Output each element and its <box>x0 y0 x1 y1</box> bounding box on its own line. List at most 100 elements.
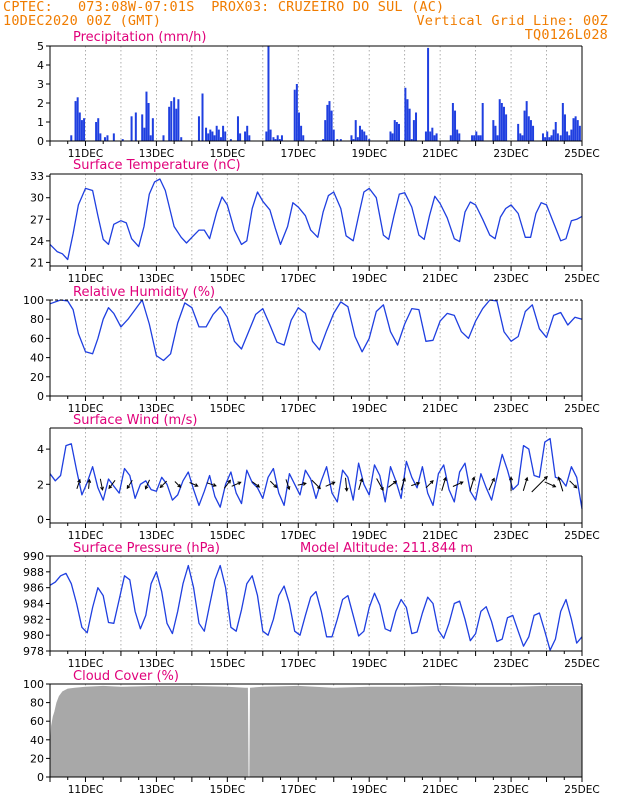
panel-title: Surface Wind (m/s) <box>73 413 197 428</box>
panel-cloud: 0 20 40 60 80 100 11DEC 13DEC 15DEC 17DEC 19DEC 21D… <box>23 669 600 796</box>
x-tick-label: 15DEC <box>210 273 245 285</box>
wind-arrow <box>452 481 464 487</box>
wind-arrow <box>441 477 447 491</box>
precip-bar <box>336 139 339 141</box>
x-tick-label: 15DEC <box>210 148 245 160</box>
y-tick-label: 984 <box>23 598 44 611</box>
x-tick-label: 11DEC <box>68 403 103 415</box>
precip-bar <box>328 101 331 141</box>
x-tick-label: 23DEC <box>493 403 528 415</box>
temp-line <box>49 178 583 261</box>
header-model-id: TQ0126L028 <box>524 27 608 43</box>
precip-bar <box>475 131 478 141</box>
precip-bar <box>300 125 303 141</box>
precip-bar <box>95 122 98 141</box>
precip-bar <box>297 112 300 141</box>
y-tick-label: 24 <box>30 235 44 248</box>
header-grid-note: Vertical Grid Line: 00Z <box>416 13 608 29</box>
wind-arrow <box>311 479 321 489</box>
header-org: CPTEC: <box>3 0 53 15</box>
pres-line <box>49 564 583 651</box>
wind-arrow-head <box>573 484 578 489</box>
y-tick-label: 21 <box>30 256 44 269</box>
precip-bar <box>404 87 407 141</box>
y-tick-label: 990 <box>23 550 44 563</box>
precip-bar <box>479 135 482 141</box>
y-tick-label: 30 <box>30 192 44 205</box>
wind-arrow-head <box>87 478 92 483</box>
y-tick-label: 60 <box>30 715 44 728</box>
wind-arrow <box>174 481 181 488</box>
x-tick-label: 21DEC <box>422 530 457 542</box>
precip-bar <box>112 133 115 141</box>
precip-bar <box>532 125 535 141</box>
x-tick-label: 23DEC <box>493 658 528 670</box>
precip-bar <box>427 47 430 141</box>
wind-arrow-head <box>359 477 364 483</box>
x-tick-label: 25DEC <box>564 784 599 796</box>
precip-bar <box>410 139 413 141</box>
precip-bar <box>358 125 361 141</box>
wind-arrow-head <box>471 476 476 481</box>
wind-arrow <box>344 477 348 491</box>
panel-annotation: Model Altitude: 211.844 m <box>300 541 473 556</box>
precip-bar <box>141 114 144 141</box>
header-date: 10DEC2020 00Z (GMT) <box>3 13 162 29</box>
x-tick-label: 17DEC <box>281 273 316 285</box>
precip-bar <box>431 127 434 141</box>
y-tick-label: 20 <box>30 752 44 765</box>
precip-bar <box>552 129 555 141</box>
panel-title: Precipitation (mm/h) <box>73 30 206 45</box>
wind-arrow-head <box>491 477 495 482</box>
precip-bar <box>147 103 150 141</box>
precip-bar <box>393 120 396 141</box>
wind-arrow-head <box>126 485 131 490</box>
x-tick-label: 13DEC <box>139 403 174 415</box>
wind-arrow-head <box>256 483 261 488</box>
precip-bar <box>274 139 277 141</box>
precip-bar <box>177 99 180 141</box>
precip-bar <box>561 103 564 141</box>
x-tick-label: 13DEC <box>139 148 174 160</box>
precip-bar <box>550 135 553 141</box>
precip-bar <box>276 135 279 141</box>
wind-arrow-head <box>237 481 242 486</box>
precip-bar <box>363 131 366 141</box>
wind-arrow <box>531 476 548 493</box>
y-tick-label: 80 <box>30 313 44 326</box>
wind-arrow <box>387 480 397 488</box>
precip-bar <box>302 135 305 141</box>
precip-bar <box>424 131 427 141</box>
precip-bar <box>574 116 577 141</box>
precip-bar <box>352 139 355 141</box>
x-tick-label: 13DEC <box>139 784 174 796</box>
x-tick-label: 23DEC <box>493 784 528 796</box>
precip-bar <box>211 131 214 141</box>
wind-arrow <box>285 479 290 490</box>
precip-bar <box>527 116 530 141</box>
wind-arrow <box>251 481 260 488</box>
wind-arrow-head <box>416 481 421 486</box>
x-tick-label: 15DEC <box>210 530 245 542</box>
wind-arrow-head <box>177 483 182 488</box>
wind-arrow-head <box>344 487 349 492</box>
precip-bar <box>197 116 200 141</box>
y-tick-label: 2 <box>37 97 44 110</box>
wind-arrow <box>469 477 475 492</box>
y-tick-label: 1 <box>37 116 44 129</box>
precip-bar <box>121 139 124 141</box>
precip-bar <box>180 137 183 141</box>
precip-bar <box>563 114 566 141</box>
x-tick-label: 11DEC <box>68 148 103 160</box>
wind-arrow <box>558 477 564 492</box>
precip-bar <box>201 93 204 141</box>
precip-bar <box>339 139 342 141</box>
wind-arrow <box>325 481 335 487</box>
precip-bar <box>213 135 216 141</box>
x-tick-label: 15DEC <box>210 403 245 415</box>
header-line1: CPTEC: 073:08W-07:01S PROX03: CRUZEIRO D… <box>3 0 444 14</box>
wind-arrow-head <box>443 476 447 482</box>
precip-bar <box>415 112 418 141</box>
precip-bar <box>408 108 411 141</box>
y-tick-label: 988 <box>23 566 44 579</box>
